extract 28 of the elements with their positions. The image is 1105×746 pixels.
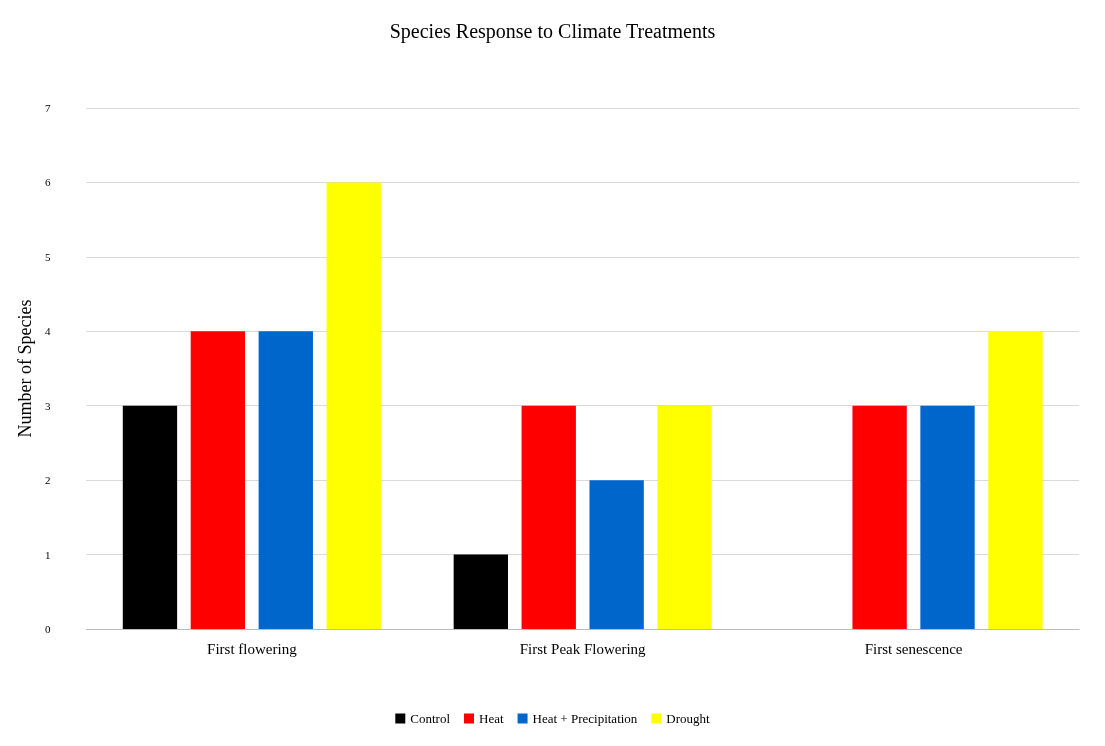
x-tick-label: First flowering [207, 640, 298, 657]
bar [453, 554, 508, 629]
bar [920, 405, 975, 629]
bar [657, 405, 712, 629]
y-tick-label: 4 [44, 325, 51, 338]
bar [258, 331, 313, 629]
legend-label: Heat [479, 711, 504, 726]
y-tick-label: 0 [44, 623, 51, 635]
y-tick-label: 2 [44, 474, 51, 487]
bar [589, 480, 644, 629]
x-tick-label: First senescence [864, 640, 963, 657]
y-tick-label: 5 [44, 250, 51, 263]
y-tick-label: 3 [44, 399, 51, 412]
y-tick-label: 1 [44, 548, 51, 561]
bar [122, 405, 178, 629]
legend-label: Heat + Precipitation [532, 711, 638, 726]
legend-label: Drought [666, 711, 711, 726]
bar [326, 182, 381, 629]
y-axis-title: Number of Species [15, 299, 35, 438]
bar [521, 405, 576, 629]
bar [988, 331, 1043, 629]
legend-label: Control [410, 711, 451, 726]
y-tick-label: 7 [44, 102, 51, 114]
chart-title: Species Response to Climate Treatments [389, 20, 716, 43]
x-tick-label: First Peak Flowering [519, 640, 647, 657]
bar [852, 405, 907, 629]
bar [190, 331, 246, 629]
y-tick-label: 6 [44, 176, 51, 189]
